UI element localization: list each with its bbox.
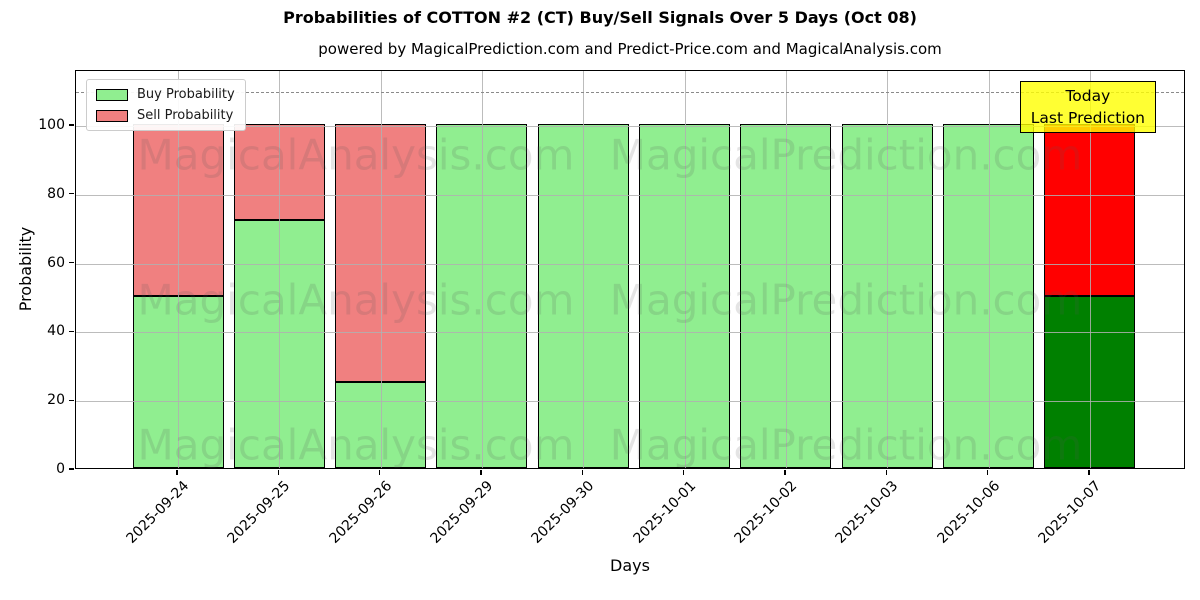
y-tick-label: 100 (38, 117, 65, 134)
bar-2025-10-02 (740, 71, 832, 468)
buy-segment (639, 124, 731, 468)
legend-label-sell: Sell Probability (137, 108, 234, 123)
y-tick (69, 193, 74, 195)
buy-segment (335, 382, 427, 468)
y-tick-label: 60 (47, 254, 65, 271)
buy-probability-swatch-icon (96, 88, 128, 101)
y-tick-label: 20 (47, 392, 65, 409)
x-tick (987, 470, 989, 475)
buy-segment (436, 124, 528, 468)
legend: Buy Probability Sell Probability (86, 79, 246, 131)
bar-2025-09-30 (537, 71, 629, 468)
bar-2025-10-03 (841, 71, 933, 468)
x-tick (885, 470, 887, 475)
chart-title: Probabilities of COTTON #2 (CT) Buy/Sell… (283, 8, 917, 27)
buy-segment (943, 124, 1035, 468)
legend-item-buy: Buy Probability (96, 87, 235, 102)
x-tick (379, 470, 381, 475)
bar-2025-09-26 (335, 71, 427, 468)
x-tick (277, 470, 279, 475)
x-axis-label: Days (610, 556, 650, 575)
x-tick (480, 470, 482, 475)
y-tick (69, 399, 74, 401)
bar-2025-09-25 (233, 71, 325, 468)
buy-segment (132, 296, 224, 468)
chart-subtitle: powered by MagicalPrediction.com and Pre… (318, 40, 942, 58)
x-tick (1088, 470, 1090, 475)
x-tick (683, 470, 685, 475)
x-tick-label: 2025-10-06 (934, 478, 1003, 547)
x-tick-label: 2025-09-24 (123, 478, 193, 547)
y-tick-label: 40 (47, 323, 65, 340)
plot-area: MagicalAnalysis.comMagicalPrediction.com… (75, 70, 1185, 470)
y-tick (69, 330, 74, 332)
bar-2025-09-29 (436, 71, 528, 468)
y-tick-label: 80 (47, 185, 65, 202)
x-tick-label: 2025-10-03 (832, 478, 902, 547)
y-axis-label: Probability (16, 226, 35, 312)
bar-2025-10-01 (639, 71, 731, 468)
sell-segment (233, 124, 325, 221)
x-tick-label: 2025-09-29 (427, 478, 497, 547)
sell-segment (132, 124, 224, 297)
buy-segment (537, 124, 629, 468)
x-tick (581, 470, 583, 475)
buy-segment (841, 124, 933, 468)
y-tick-label: 0 (56, 461, 65, 477)
today-annotation: Today Last Prediction (1019, 81, 1156, 133)
buy-segment (740, 124, 832, 468)
sell-segment (335, 124, 427, 383)
x-tick-label: 2025-09-26 (326, 478, 395, 547)
legend-label-buy: Buy Probability (137, 87, 235, 102)
buy-segment (233, 220, 325, 468)
annotation-line-1: Today (1065, 87, 1111, 105)
y-tick (69, 124, 74, 126)
legend-item-sell: Sell Probability (96, 108, 235, 123)
buy-segment (1044, 296, 1136, 468)
x-tick (176, 470, 178, 475)
x-tick (784, 470, 786, 475)
x-tick-label: 2025-09-25 (224, 478, 294, 547)
sell-probability-swatch-icon (96, 109, 128, 122)
y-tick (69, 262, 74, 264)
annotation-line-2: Last Prediction (1030, 109, 1145, 127)
x-tick-label: 2025-10-07 (1035, 478, 1105, 547)
sell-segment (1044, 124, 1136, 297)
y-tick (69, 468, 74, 470)
